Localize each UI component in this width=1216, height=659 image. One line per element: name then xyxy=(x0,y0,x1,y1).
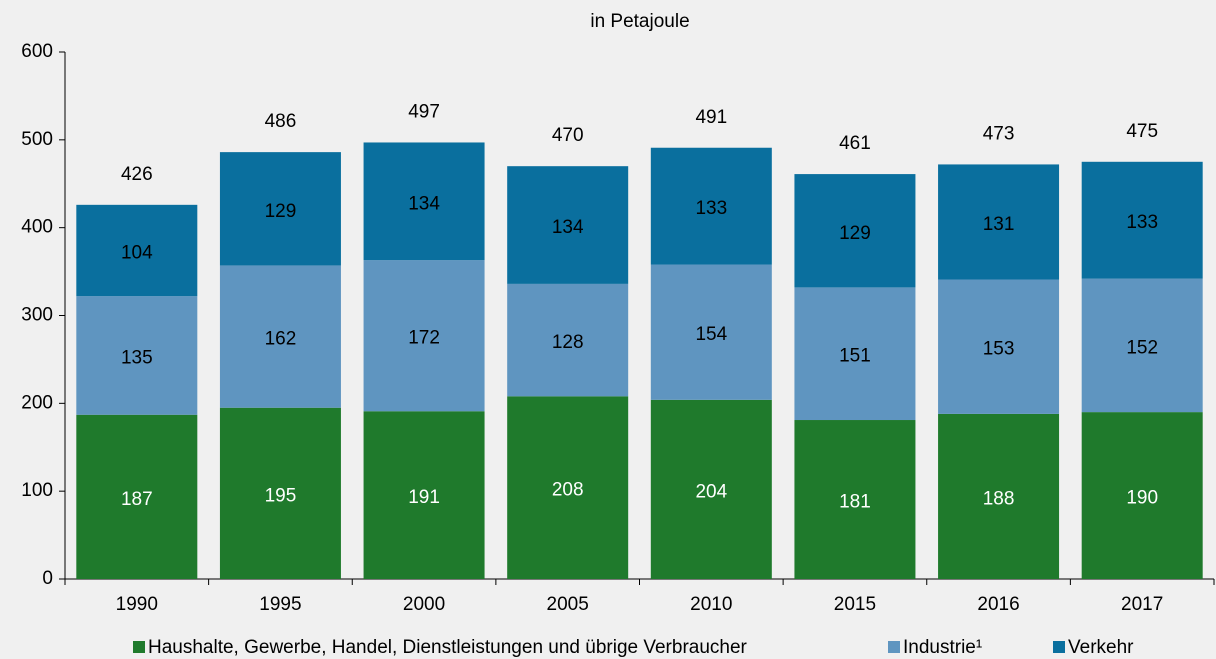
value-label: 104 xyxy=(121,243,153,264)
value-label: 187 xyxy=(121,489,153,510)
chart-subtitle: in Petajoule xyxy=(590,11,689,32)
total-label: 426 xyxy=(121,164,153,185)
bar-segment xyxy=(650,264,772,400)
bar-segment xyxy=(363,411,485,579)
value-label: 162 xyxy=(265,329,297,350)
value-label: 134 xyxy=(552,217,584,238)
bar-segment xyxy=(794,420,916,579)
value-label: 172 xyxy=(408,328,440,349)
value-label: 152 xyxy=(1126,337,1158,358)
bar-segment xyxy=(794,287,916,421)
value-label: 188 xyxy=(983,488,1015,509)
bar-segment xyxy=(363,260,485,412)
bar-segment xyxy=(219,407,341,579)
bar-segment xyxy=(507,166,629,284)
value-label: 133 xyxy=(695,198,727,219)
value-label: 154 xyxy=(695,324,727,345)
bar-segment xyxy=(938,413,1060,579)
total-label: 470 xyxy=(552,125,584,146)
value-label: 128 xyxy=(552,332,584,353)
total-label: 461 xyxy=(839,133,871,154)
bar-segment xyxy=(650,399,772,579)
x-tick-label: 2005 xyxy=(547,594,589,615)
y-tick-label: 300 xyxy=(21,305,53,326)
bar-segment xyxy=(507,396,629,579)
value-label: 153 xyxy=(983,339,1015,360)
y-tick-label: 200 xyxy=(21,392,53,413)
bar-segment xyxy=(219,265,341,408)
x-tick-label: 2016 xyxy=(977,594,1019,615)
bar-segment xyxy=(507,283,629,397)
value-label: 190 xyxy=(1126,488,1158,509)
y-tick-label: 0 xyxy=(42,568,53,589)
x-tick-label: 1995 xyxy=(259,594,301,615)
bar-segment xyxy=(794,174,916,288)
x-tick-label: 1990 xyxy=(116,594,158,615)
bar-segment xyxy=(1081,278,1203,413)
value-label: 135 xyxy=(121,347,153,368)
legend-swatch xyxy=(888,641,900,653)
value-label: 204 xyxy=(695,481,727,502)
bar-segment xyxy=(938,164,1060,280)
value-label: 129 xyxy=(265,201,297,222)
x-tick-label: 2000 xyxy=(403,594,445,615)
value-label: 129 xyxy=(839,223,871,244)
x-tick-label: 2015 xyxy=(834,594,876,615)
total-label: 497 xyxy=(408,101,440,122)
y-tick-label: 500 xyxy=(21,129,53,150)
value-label: 133 xyxy=(1126,212,1158,233)
value-label: 208 xyxy=(552,480,584,501)
y-tick-label: 600 xyxy=(21,41,53,62)
bar-segment xyxy=(76,414,198,579)
legend-label: Haushalte, Gewerbe, Handel, Dienstleistu… xyxy=(148,637,748,658)
bar-segment xyxy=(938,279,1060,414)
bar-segment xyxy=(1081,161,1203,279)
total-label: 491 xyxy=(695,107,727,128)
legend-label: Verkehr xyxy=(1068,637,1134,658)
legend-label: Industrie¹ xyxy=(903,637,982,658)
total-label: 475 xyxy=(1126,121,1158,142)
y-tick-label: 400 xyxy=(21,217,53,238)
bar-segment xyxy=(76,296,198,415)
value-label: 181 xyxy=(839,492,871,513)
value-label: 191 xyxy=(408,487,440,508)
bar-segment xyxy=(650,147,772,265)
legend-swatch xyxy=(1053,641,1065,653)
value-label: 131 xyxy=(983,214,1015,235)
legend-swatch xyxy=(133,641,145,653)
y-tick-label: 100 xyxy=(21,480,53,501)
bar-segment xyxy=(363,142,485,261)
bar-segment xyxy=(219,152,341,266)
total-label: 486 xyxy=(265,111,297,132)
bar-segment xyxy=(1081,412,1203,579)
value-label: 134 xyxy=(408,193,440,214)
x-tick-label: 2010 xyxy=(690,594,732,615)
total-label: 473 xyxy=(983,123,1015,144)
value-label: 151 xyxy=(839,346,871,367)
x-tick-label: 2017 xyxy=(1121,594,1163,615)
bar-segment xyxy=(76,204,198,297)
value-label: 195 xyxy=(265,485,297,506)
